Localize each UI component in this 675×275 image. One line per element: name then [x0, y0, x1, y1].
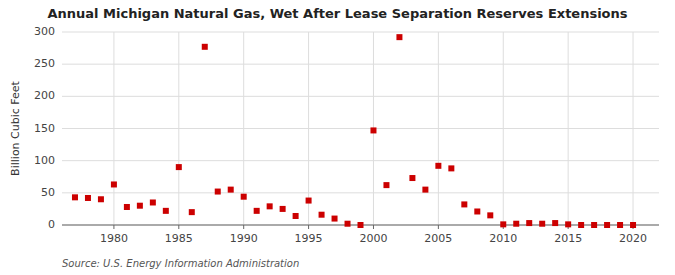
x-tick-label: 2020 [619, 232, 647, 245]
x-tick [113, 225, 114, 229]
point [267, 203, 273, 209]
y-grid-line [62, 160, 659, 161]
point [435, 163, 441, 169]
point [98, 196, 104, 202]
point [293, 213, 299, 219]
point [215, 189, 221, 195]
y-tick-label: 0 [48, 218, 55, 231]
y-grid-line [62, 192, 659, 193]
point [332, 216, 338, 222]
x-tick-label: 1985 [165, 232, 193, 245]
point [500, 221, 506, 227]
point [370, 127, 376, 133]
y-tick-label: 250 [34, 57, 55, 70]
x-grid-line [113, 32, 114, 225]
y-tick-label: 150 [34, 122, 55, 135]
x-tick [243, 225, 244, 229]
point [617, 222, 623, 228]
point [319, 212, 325, 218]
y-tick-label: 200 [34, 89, 55, 102]
point [604, 222, 610, 228]
point [526, 220, 532, 226]
point [474, 208, 480, 214]
source-note: Source: U.S. Energy Information Administ… [62, 258, 299, 269]
y-tick-label: 100 [34, 154, 55, 167]
y-grid-line [62, 32, 659, 33]
point [630, 222, 636, 228]
y-grid-line [62, 128, 659, 129]
y-axis: 0 50 100 150 200 250 300 [34, 25, 55, 231]
grid [62, 32, 659, 225]
x-tick-label: 1990 [230, 232, 258, 245]
x-tick [438, 225, 439, 229]
x-tick [178, 225, 179, 229]
x-grid-line [633, 32, 634, 225]
chart: 0 50 100 150 200 250 300 1980 1985 1990 1995 2000 20… [0, 0, 675, 275]
points [72, 34, 636, 228]
point [124, 204, 130, 210]
title: Annual Michigan Natural Gas, Wet After L… [47, 6, 627, 21]
x-grid-line [568, 32, 569, 225]
x-tick [308, 225, 309, 229]
x-grid-line [308, 32, 309, 225]
x-tick-label: 2010 [489, 232, 517, 245]
point [163, 208, 169, 214]
point [111, 181, 117, 187]
x-tick [373, 225, 374, 229]
point [396, 34, 402, 40]
point [176, 164, 182, 170]
y-tick-label: 300 [34, 25, 55, 38]
x-tick-label: 2000 [359, 232, 387, 245]
point [150, 199, 156, 205]
point [591, 222, 597, 228]
point [565, 221, 571, 227]
page: {"chart_data": {"type": "scatter", "titl… [0, 0, 675, 275]
point [358, 222, 364, 228]
point [85, 195, 91, 201]
point [345, 221, 351, 227]
point [306, 198, 312, 204]
point [254, 208, 260, 214]
point [202, 44, 208, 50]
point [72, 194, 78, 200]
x-tick-label: 1980 [100, 232, 128, 245]
y-axis-label: Billion Cubic Feet [9, 80, 22, 175]
x-grid-line [503, 32, 504, 225]
point [448, 165, 454, 171]
point [461, 201, 467, 207]
point [422, 187, 428, 193]
point [487, 212, 493, 218]
y-tick-label: 50 [41, 186, 55, 199]
point [513, 221, 519, 227]
point [241, 194, 247, 200]
point [189, 209, 195, 215]
point [383, 182, 389, 188]
x-grid-line [178, 32, 179, 225]
point [552, 220, 558, 226]
x-tick-label: 2015 [554, 232, 582, 245]
x-tick-label: 1995 [295, 232, 323, 245]
x-tick-label: 2005 [424, 232, 452, 245]
point [539, 221, 545, 227]
x-grid-line [438, 32, 439, 225]
point [228, 187, 234, 193]
point [409, 175, 415, 181]
point [137, 203, 143, 209]
y-grid-line [62, 64, 659, 65]
y-grid-line [62, 96, 659, 97]
point [280, 206, 286, 212]
point [578, 222, 584, 228]
